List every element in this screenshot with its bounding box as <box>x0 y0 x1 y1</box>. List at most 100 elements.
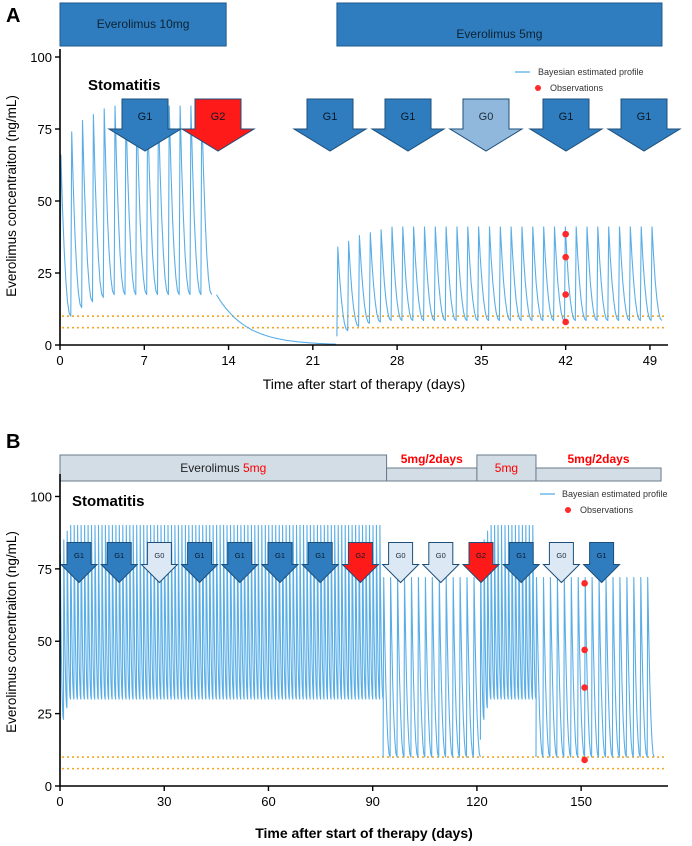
grade-arrow-2 <box>99 542 139 584</box>
panel-b-axes: 0 30 60 90 120 150 0 25 50 75 100 <box>30 474 668 809</box>
grade-arrow-label-14: G1 <box>597 551 607 560</box>
x-tick-label: 7 <box>141 353 148 368</box>
panel-a-legend-dots-label: Observations <box>550 83 604 93</box>
panel-a-legend: Bayesian estimated profile Observations <box>515 67 644 93</box>
panel-b-dose-bars: Everolimus 5mg 5mg/2days 5mg 5mg/2days <box>59 452 662 482</box>
profile-series-1 <box>59 105 213 325</box>
dose-bar-2 <box>386 467 478 482</box>
profile-series-2 <box>216 294 336 345</box>
profile-series-3 <box>336 226 663 337</box>
grade-arrow-label-4: G1 <box>401 111 416 123</box>
y-tick-label: 75 <box>38 562 52 577</box>
grade-arrow-7 <box>300 542 340 584</box>
x-tick-label: 90 <box>365 794 379 809</box>
panel-b-x-axis-label: Time after start of therapy (days) <box>255 825 473 841</box>
grade-arrow-label-10: G0 <box>436 551 446 560</box>
dose-bar-label-part: Everolimus 5mg <box>456 27 542 41</box>
grade-arrow-2 <box>180 98 256 152</box>
observation-point-2 <box>562 253 569 261</box>
grade-arrow-label-7: G1 <box>315 551 325 560</box>
grade-arrow-14 <box>582 542 621 584</box>
grade-arrow-label-8: G2 <box>355 551 365 560</box>
dose-bar-2 <box>336 2 663 47</box>
grade-arrow-label-13: G0 <box>556 551 566 560</box>
y-tick-label: 0 <box>45 338 52 353</box>
x-tick-label: 150 <box>570 794 592 809</box>
panel-a-y-axis-label: Everolimus concentraiton (ng/mL) <box>4 95 19 297</box>
observation-point-4 <box>581 756 588 764</box>
dose-bar-label-4: 5mg/2days <box>567 452 629 466</box>
x-tick-label: 21 <box>306 353 320 368</box>
x-tick-label: 35 <box>474 353 488 368</box>
dose-bar-label-3: 5mg <box>495 461 518 475</box>
panel-b-legend-dots-label: Observations <box>580 505 634 515</box>
y-tick-label: 75 <box>38 122 52 137</box>
observation-point-3 <box>562 291 569 298</box>
grade-arrow-3 <box>140 542 179 584</box>
observation-point-3 <box>581 684 588 691</box>
panel-b-grade-arrows: G1 G1 G0 G1 G1 G1 G1 G2 G0 G0 G2 G1 G0 G1 <box>59 542 621 584</box>
dose-bar-label-1: Everolimus 5mg <box>180 461 266 475</box>
panel-a-legend-line-label: Bayesian estimated profile <box>538 67 644 77</box>
dose-bar-label-part: 5mg/2days <box>401 452 463 466</box>
grade-arrow-label-4: G1 <box>195 551 205 560</box>
x-tick-label: 49 <box>643 353 657 368</box>
grade-arrow-8 <box>341 542 380 584</box>
y-tick-label: 100 <box>30 489 52 504</box>
grade-arrow-5 <box>448 98 524 152</box>
x-tick-label: 60 <box>261 794 275 809</box>
x-tick-label: 28 <box>390 353 404 368</box>
grade-arrow-label-6: G1 <box>559 111 574 123</box>
observation-point-4 <box>562 318 569 326</box>
grade-arrow-9 <box>381 542 420 584</box>
panel-b-y-axis-label: Everolimus concentraiton (ng/mL) <box>4 531 19 733</box>
dose-bar-label-1: Everolimus 10mg <box>97 17 190 31</box>
panel-b-title: Stomatitis <box>72 493 145 510</box>
y-tick-label: 25 <box>38 707 52 722</box>
dose-bar-label-part: 5mg <box>495 461 518 475</box>
grade-arrow-4 <box>370 98 446 152</box>
dose-bar-4 <box>535 467 662 482</box>
observation-point-1 <box>581 580 588 587</box>
y-tick-label: 0 <box>45 779 52 794</box>
grade-arrow-6 <box>528 98 604 152</box>
panel-b: B Everolimus 5mg 5mg/2days 5mg 5mg/2days St… <box>4 431 668 841</box>
grade-arrow-4 <box>180 542 219 584</box>
grade-arrow-label-2: G1 <box>114 551 124 560</box>
grade-arrow-3 <box>292 98 368 152</box>
panel-b-legend-dot-swatch <box>565 507 571 513</box>
x-tick-label: 120 <box>466 794 488 809</box>
dose-bar-label-part: Everolimus 10mg <box>97 17 190 31</box>
x-tick-label: 42 <box>558 353 572 368</box>
dose-bar-label-part: 5mg <box>243 461 266 475</box>
dose-bar-1 <box>59 2 227 47</box>
grade-arrow-label-7: G1 <box>637 111 652 123</box>
y-tick-label: 50 <box>38 634 52 649</box>
x-tick-label: 0 <box>56 353 63 368</box>
observation-point-1 <box>562 230 569 238</box>
grade-arrow-11 <box>461 542 501 584</box>
dose-bar-label-2: Everolimus 5mg <box>456 27 542 41</box>
grade-arrow-label-1: G1 <box>74 551 84 560</box>
grade-arrow-7 <box>606 98 682 152</box>
dose-bar-label-part: 5mg/2days <box>567 452 629 466</box>
grade-arrow-10 <box>421 542 461 584</box>
grade-arrow-label-5: G1 <box>235 551 245 560</box>
x-tick-label: 30 <box>157 794 171 809</box>
panel-a-letter: A <box>6 5 20 27</box>
panel-a-x-axis-label: Time after start of therapy (days) <box>263 376 466 392</box>
grade-arrow-1 <box>107 98 183 152</box>
panel-a-dose-bars: Everolimus 10mg Everolimus 5mg <box>59 2 663 47</box>
grade-arrow-1 <box>59 542 99 584</box>
grade-arrow-label-12: G1 <box>516 551 526 560</box>
grade-arrow-label-2: G2 <box>211 111 226 123</box>
grade-arrow-5 <box>220 542 260 584</box>
panel-b-letter: B <box>6 431 20 453</box>
grade-arrow-12 <box>501 542 541 584</box>
x-tick-label: 14 <box>221 353 235 368</box>
profile-series-2 <box>382 576 481 758</box>
panel-a-legend-dot-swatch <box>535 85 541 91</box>
grade-arrow-label-3: G1 <box>323 111 338 123</box>
dose-bar-label-part: Everolimus <box>180 461 243 475</box>
grade-arrow-label-6: G1 <box>275 551 285 560</box>
